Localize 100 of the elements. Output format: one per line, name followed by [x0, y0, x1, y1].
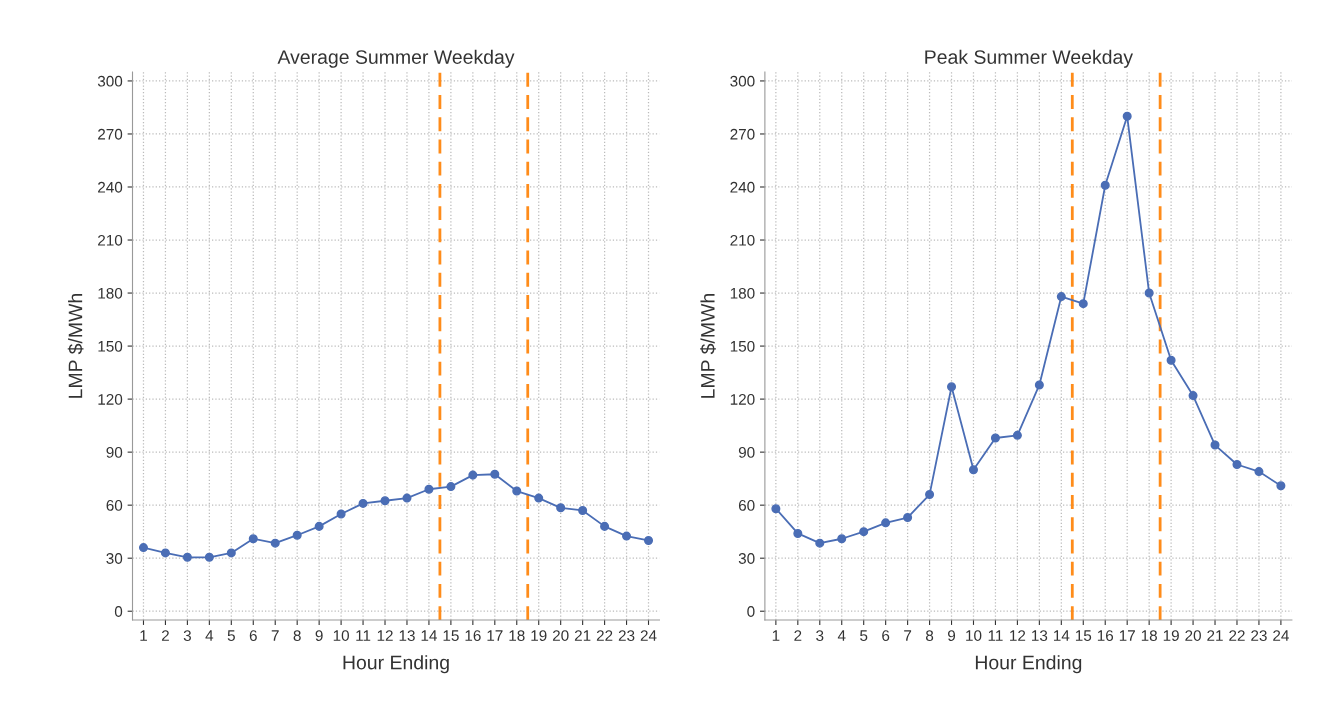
x-tick-label: 8 — [293, 630, 301, 641]
x-tick-label: 16 — [1097, 630, 1114, 641]
x-tick-label: 2 — [161, 630, 169, 641]
point — [1166, 355, 1176, 365]
x-axis-title: Hour Ending — [343, 655, 449, 674]
y-tick-label: 120 — [730, 393, 755, 405]
point — [402, 493, 412, 503]
x-tick-label: 17 — [487, 630, 503, 641]
x-tick-label: 10 — [333, 630, 349, 641]
x-tick-label: 12 — [1010, 630, 1026, 641]
point — [270, 538, 280, 548]
x-tick-label: 22 — [596, 630, 613, 641]
x-tick-label: 5 — [227, 630, 235, 641]
x-tick-label: 3 — [183, 630, 191, 641]
point — [793, 528, 803, 538]
point — [138, 543, 148, 553]
x-tick-label: 1 — [772, 630, 780, 641]
point — [160, 548, 170, 558]
x-tick-label: 14 — [421, 630, 437, 641]
x-tick-label: 14 — [1053, 630, 1070, 641]
x-tick-label: 7 — [904, 630, 912, 641]
point — [336, 509, 346, 519]
point — [358, 498, 368, 508]
point — [226, 548, 236, 558]
y-tick-label: 0 — [747, 606, 755, 617]
point — [990, 433, 1000, 443]
x-tick-label: 7 — [271, 630, 279, 641]
y-tick-label: 60 — [106, 500, 123, 511]
point — [248, 534, 258, 544]
y-axis-title: LMP $/MWh — [700, 294, 716, 398]
point — [292, 530, 302, 540]
x-tick-label: 23 — [1251, 630, 1267, 641]
point — [512, 486, 522, 496]
y-tick-label: 150 — [98, 340, 123, 352]
y-tick-label: 60 — [738, 500, 755, 511]
x-tick-label: 19 — [1163, 630, 1179, 641]
x-tick-label: 6 — [882, 630, 890, 641]
x-tick-label: 5 — [860, 630, 868, 641]
point — [881, 518, 891, 528]
y-tick-label: 300 — [730, 75, 755, 87]
point — [490, 469, 500, 479]
x-tick-label: 20 — [1185, 630, 1201, 641]
point — [1232, 459, 1242, 470]
point — [968, 465, 979, 475]
y-axis-title: LMP $/MWh — [67, 294, 84, 398]
point — [380, 496, 390, 506]
x-tick-label: 11 — [988, 630, 1003, 641]
point — [314, 521, 324, 531]
x-tick-label: 15 — [443, 630, 459, 641]
point — [1100, 180, 1110, 190]
y-tick-label: 240 — [98, 181, 123, 193]
point — [534, 493, 544, 503]
x-tick-label: 10 — [966, 630, 982, 641]
point — [925, 490, 935, 500]
point — [1276, 481, 1286, 491]
point — [578, 505, 588, 515]
point — [1210, 440, 1220, 450]
x-tick-label: 22 — [1229, 630, 1245, 641]
y-tick-label: 180 — [730, 287, 755, 299]
x-tick-label: 24 — [1273, 630, 1289, 641]
y-tick-label: 120 — [98, 393, 123, 405]
point — [1188, 391, 1198, 401]
point — [468, 470, 478, 480]
x-tick-label: 23 — [618, 630, 635, 641]
point — [815, 538, 825, 548]
x-tick-label: 13 — [399, 630, 415, 641]
x-tick-label: 12 — [377, 630, 393, 641]
x-tick-label: 19 — [531, 630, 547, 641]
y-tick-label: 30 — [106, 553, 123, 564]
x-tick-label: 9 — [948, 630, 956, 641]
point — [622, 531, 632, 541]
x-tick-label: 11 — [356, 630, 371, 641]
point — [182, 552, 192, 562]
x-tick-label: 17 — [1119, 630, 1135, 641]
y-tick-label: 270 — [98, 128, 123, 140]
x-tick-label: 1 — [140, 630, 147, 641]
point — [947, 382, 957, 392]
y-tick-label: 300 — [97, 75, 123, 87]
x-axis-title: Hour Ending — [975, 655, 1082, 674]
point — [556, 503, 566, 513]
x-tick-label: 9 — [315, 630, 323, 641]
y-tick-label: 240 — [730, 181, 755, 193]
x-tick-label: 21 — [1207, 630, 1223, 641]
point — [1254, 467, 1264, 477]
point — [204, 552, 214, 562]
point — [859, 527, 869, 537]
x-tick-label: 2 — [794, 630, 802, 641]
y-tick-label: 210 — [98, 234, 123, 246]
y-tick-label: 150 — [730, 340, 755, 352]
point — [771, 504, 781, 514]
point — [446, 482, 456, 492]
y-tick-label: 30 — [738, 553, 755, 564]
y-tick-label: 270 — [730, 128, 755, 140]
chart-title: Average Summer Weekday — [277, 49, 515, 68]
point — [837, 534, 847, 544]
point — [1056, 292, 1066, 302]
x-tick-label: 13 — [1032, 630, 1048, 641]
x-tick-label: 15 — [1075, 630, 1092, 641]
x-tick-label: 20 — [552, 630, 569, 641]
x-tick-label: 8 — [925, 630, 934, 641]
